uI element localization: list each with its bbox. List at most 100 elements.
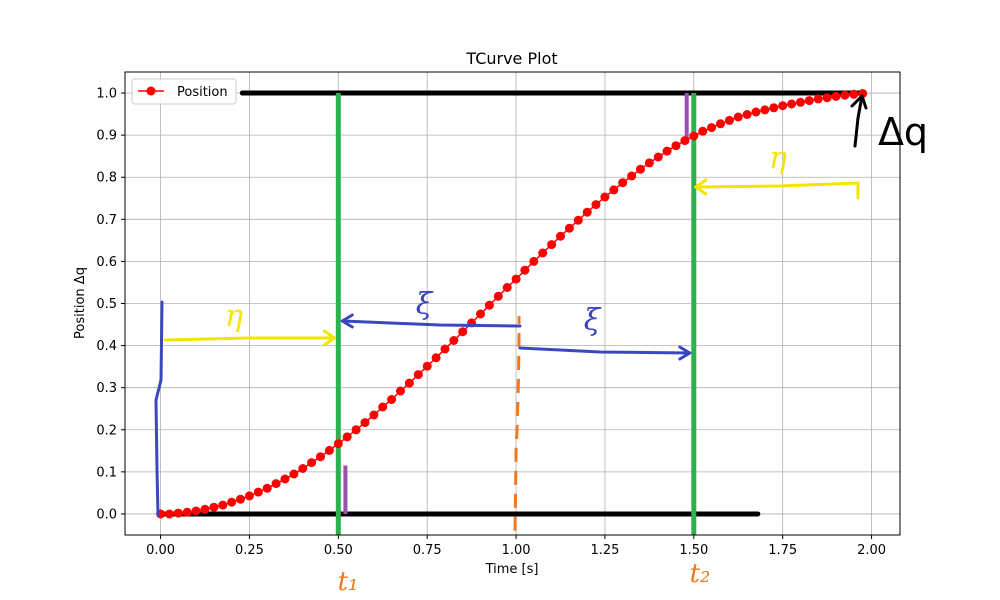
y-tick-label: 0.2 <box>96 423 117 438</box>
position-marker <box>164 509 174 519</box>
x-tick-label: 0.25 <box>235 543 264 558</box>
yellow-arrow-right <box>694 181 860 200</box>
black-arrow-delta-q <box>853 94 864 148</box>
annotation-xi-left: ξ <box>416 287 434 322</box>
position-marker <box>787 99 797 109</box>
position-marker <box>244 491 254 501</box>
position-marker <box>200 504 210 514</box>
legend: Position <box>131 78 237 105</box>
position-marker <box>813 94 823 104</box>
position-marker <box>644 158 654 168</box>
position-marker <box>324 445 334 455</box>
series-position <box>156 89 868 519</box>
position-marker <box>831 91 841 101</box>
annotation-t2: t₂ <box>690 559 711 589</box>
blue-bracket <box>154 300 164 517</box>
position-marker <box>431 353 441 363</box>
position-marker <box>253 487 263 497</box>
position-marker <box>387 395 397 404</box>
position-marker <box>778 101 788 111</box>
orange-dashed-line <box>513 316 521 531</box>
position-marker <box>298 464 308 473</box>
position-marker <box>680 136 690 146</box>
position-marker <box>236 494 245 504</box>
position-marker <box>404 378 414 388</box>
position-marker <box>547 240 557 250</box>
position-marker <box>262 483 272 493</box>
annotations-under <box>158 90 867 535</box>
position-marker <box>342 432 352 442</box>
x-tick-label: 1.25 <box>590 543 619 558</box>
position-marker <box>218 500 228 510</box>
chart-title: TCurve Plot <box>465 49 557 68</box>
y-tick-label: 0.7 <box>96 213 117 228</box>
y-axis-ticks: 0.0 0.1 0.2 0.3 0.4 0.5 0.6 0.7 0.8 0.9 1.0 <box>96 87 125 522</box>
position-marker <box>760 105 770 115</box>
annotation-t1: t₁ <box>338 567 359 597</box>
legend-marker <box>146 86 156 96</box>
x-tick-label: 1.50 <box>679 543 708 558</box>
x-axis-label: Time [s] <box>485 562 539 577</box>
position-marker <box>351 425 361 435</box>
position-marker <box>307 458 317 468</box>
position-marker <box>440 344 450 354</box>
blue-arrowhead-left <box>340 313 354 329</box>
position-marker <box>520 265 530 275</box>
annotation-xi-right: ξ <box>584 303 602 338</box>
position-marker <box>751 107 761 117</box>
position-marker <box>822 93 832 103</box>
legend-label-position: Position <box>177 85 228 100</box>
x-tick-label: 0.75 <box>413 543 442 558</box>
position-marker <box>396 386 405 396</box>
x-tick-label: 1.75 <box>768 543 797 558</box>
yellow-arrowhead-left <box>322 329 336 347</box>
y-tick-label: 0.3 <box>96 381 117 396</box>
position-marker <box>564 223 574 233</box>
position-marker <box>671 141 681 151</box>
y-tick-label: 0.8 <box>96 171 117 186</box>
yellow-arrow-left <box>163 336 336 342</box>
black-arrowhead-delta-q <box>850 94 868 110</box>
y-tick-label: 0.4 <box>96 339 117 354</box>
position-marker <box>689 131 699 141</box>
annotation-eta-left: η <box>225 299 243 334</box>
x-tick-label: 0.50 <box>324 543 353 558</box>
position-marker <box>618 178 628 188</box>
x-axis-ticks: 0.00 0.25 0.50 0.75 1.00 1.25 1.50 1.75 2.00 <box>146 535 886 558</box>
position-marker <box>316 452 325 462</box>
position-marker <box>849 89 859 99</box>
position-marker <box>191 506 201 516</box>
y-tick-label: 0.6 <box>96 255 117 270</box>
position-marker <box>529 256 539 266</box>
position-marker <box>413 370 423 380</box>
position-marker <box>422 361 432 371</box>
position-marker <box>600 192 610 202</box>
position-marker <box>609 185 619 195</box>
position-marker <box>227 497 237 507</box>
position-marker <box>502 283 512 292</box>
x-tick-label: 0.00 <box>146 543 175 558</box>
blue-arrow-left <box>340 319 522 328</box>
position-marker <box>556 231 565 241</box>
position-marker <box>662 146 672 156</box>
y-tick-label: 1.0 <box>96 87 117 102</box>
position-marker <box>360 418 370 428</box>
position-marker <box>707 123 717 133</box>
position-marker <box>369 410 379 420</box>
position-marker <box>182 507 192 517</box>
x-tick-label: 1.00 <box>502 543 531 558</box>
annotation-eta-right: η <box>769 141 787 176</box>
annotation-delta-q: Δq <box>878 110 928 154</box>
position-marker <box>716 119 725 129</box>
position-marker <box>271 479 281 489</box>
position-marker <box>724 115 734 125</box>
position-marker <box>173 508 183 518</box>
handwritten-annotations: t₁ t₂ Δq η η ξ ξ <box>225 110 928 597</box>
y-tick-label: 0.9 <box>96 129 117 144</box>
position-marker <box>378 402 388 412</box>
position-marker <box>733 112 743 122</box>
position-marker <box>591 200 601 210</box>
position-marker <box>636 164 645 174</box>
position-marker <box>476 309 485 319</box>
